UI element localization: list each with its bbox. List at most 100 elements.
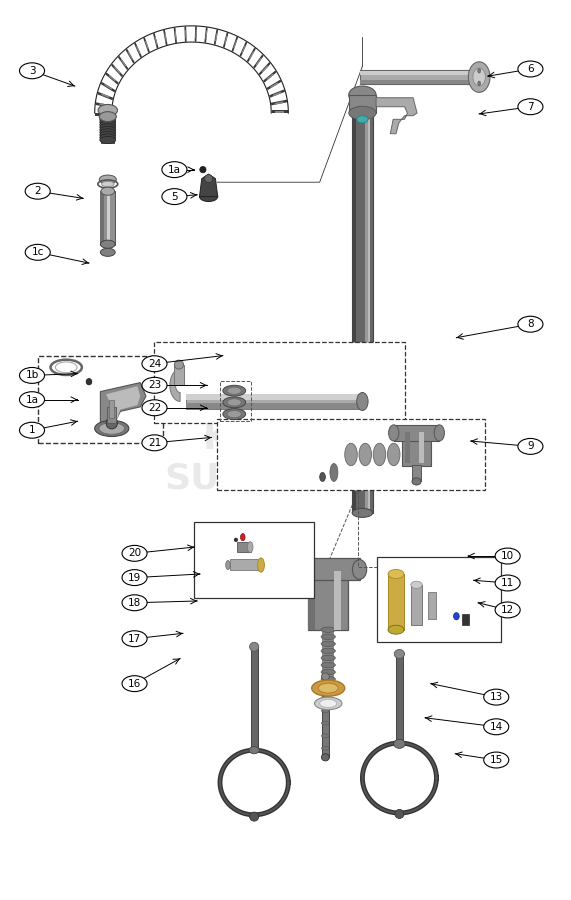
Ellipse shape — [122, 545, 147, 562]
Ellipse shape — [226, 561, 230, 570]
Text: 23: 23 — [148, 381, 161, 391]
Ellipse shape — [102, 181, 114, 186]
Text: 21: 21 — [148, 437, 161, 448]
Text: 12: 12 — [501, 605, 514, 615]
Ellipse shape — [395, 650, 404, 659]
Ellipse shape — [321, 677, 335, 682]
Ellipse shape — [19, 63, 45, 78]
Ellipse shape — [518, 61, 543, 76]
Text: 1a: 1a — [168, 165, 181, 175]
Polygon shape — [99, 113, 107, 115]
Bar — [352, 95, 373, 513]
Polygon shape — [99, 103, 108, 106]
Text: 3: 3 — [29, 66, 35, 76]
Bar — [107, 407, 116, 423]
Text: 6: 6 — [527, 64, 534, 74]
Bar — [403, 430, 431, 466]
Ellipse shape — [99, 112, 116, 122]
Ellipse shape — [321, 697, 329, 700]
Polygon shape — [231, 36, 238, 52]
Ellipse shape — [388, 570, 404, 579]
Polygon shape — [204, 27, 208, 43]
Bar — [428, 592, 436, 619]
Text: 15: 15 — [489, 755, 503, 765]
Bar — [230, 559, 261, 571]
Ellipse shape — [352, 508, 373, 518]
Polygon shape — [247, 48, 256, 62]
Ellipse shape — [330, 464, 338, 482]
Ellipse shape — [101, 187, 115, 195]
Text: 20: 20 — [128, 548, 141, 558]
Ellipse shape — [345, 444, 357, 465]
Polygon shape — [275, 101, 284, 104]
Ellipse shape — [174, 360, 183, 369]
Ellipse shape — [162, 162, 187, 177]
Polygon shape — [118, 56, 128, 70]
Polygon shape — [114, 67, 120, 74]
Bar — [360, 80, 479, 85]
Ellipse shape — [518, 316, 543, 332]
Polygon shape — [175, 31, 176, 40]
Polygon shape — [215, 33, 218, 41]
Text: 16: 16 — [128, 679, 141, 688]
Bar — [396, 654, 403, 743]
Polygon shape — [184, 26, 187, 42]
Polygon shape — [195, 26, 197, 41]
Ellipse shape — [312, 680, 345, 697]
Ellipse shape — [495, 575, 520, 591]
Bar — [220, 381, 251, 421]
Ellipse shape — [495, 602, 520, 618]
Text: 2: 2 — [34, 186, 41, 196]
Bar — [412, 465, 421, 482]
Ellipse shape — [223, 409, 246, 419]
Ellipse shape — [122, 676, 147, 691]
Polygon shape — [104, 84, 112, 90]
Ellipse shape — [484, 752, 509, 768]
Ellipse shape — [352, 91, 373, 100]
Ellipse shape — [289, 560, 304, 580]
Ellipse shape — [100, 134, 116, 141]
Ellipse shape — [100, 116, 116, 123]
Ellipse shape — [223, 385, 246, 396]
Ellipse shape — [19, 422, 45, 438]
Ellipse shape — [484, 719, 509, 734]
Ellipse shape — [122, 570, 147, 586]
Ellipse shape — [357, 392, 368, 410]
Polygon shape — [272, 111, 288, 113]
Text: 18: 18 — [128, 598, 141, 608]
Bar — [349, 95, 376, 113]
Polygon shape — [100, 82, 115, 93]
Bar — [411, 585, 422, 625]
Polygon shape — [95, 113, 111, 116]
Ellipse shape — [394, 740, 405, 748]
Ellipse shape — [86, 379, 92, 385]
Ellipse shape — [227, 399, 242, 406]
Bar — [322, 677, 329, 757]
Ellipse shape — [478, 81, 481, 86]
Ellipse shape — [349, 86, 376, 104]
Ellipse shape — [142, 400, 167, 416]
Bar — [419, 432, 424, 464]
Text: 1: 1 — [29, 425, 35, 436]
Bar — [101, 112, 115, 145]
Polygon shape — [270, 82, 278, 88]
Text: 1a: 1a — [26, 395, 38, 405]
Ellipse shape — [388, 444, 400, 465]
Bar — [100, 191, 104, 245]
Polygon shape — [256, 58, 262, 66]
Bar — [388, 574, 404, 630]
Ellipse shape — [373, 444, 386, 465]
Bar — [186, 403, 363, 409]
Text: 19: 19 — [128, 572, 141, 582]
Bar — [186, 394, 363, 400]
Ellipse shape — [395, 809, 404, 818]
Polygon shape — [170, 369, 180, 401]
Ellipse shape — [389, 425, 399, 441]
Bar — [394, 425, 439, 441]
Bar — [308, 572, 315, 630]
Ellipse shape — [321, 684, 329, 688]
Bar — [155, 342, 405, 423]
Polygon shape — [270, 89, 285, 98]
Text: 8: 8 — [527, 320, 534, 329]
Ellipse shape — [518, 99, 543, 114]
